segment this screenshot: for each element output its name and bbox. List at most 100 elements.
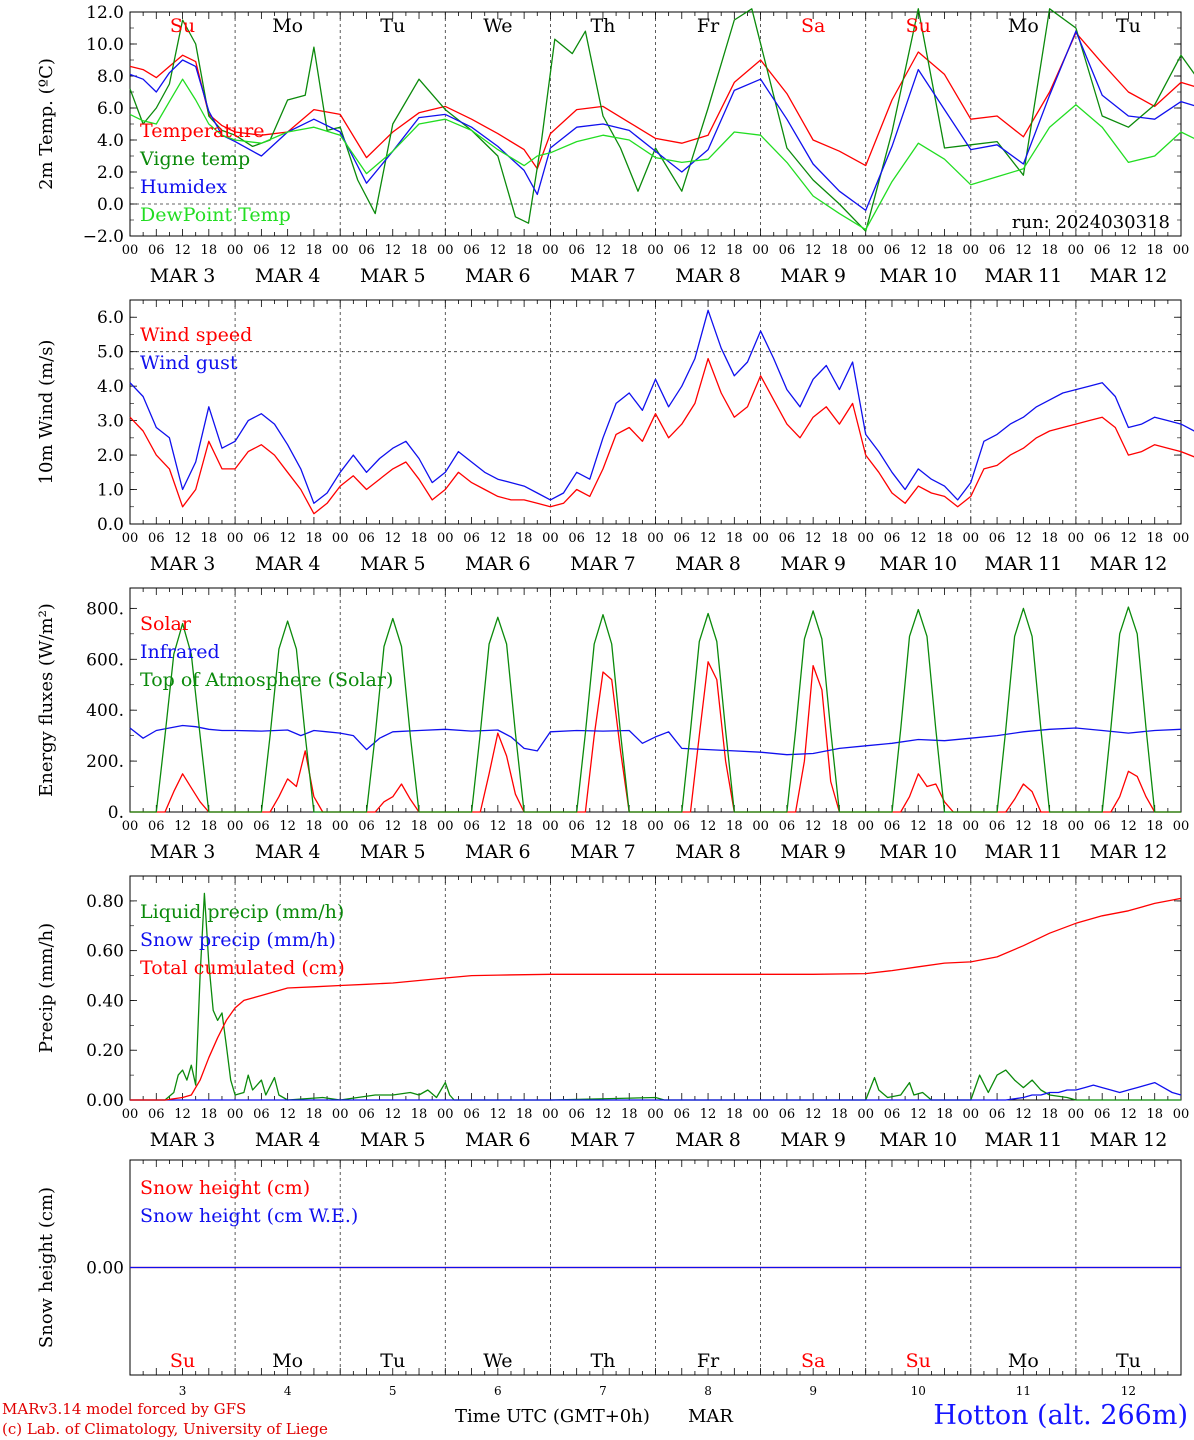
y-tick-label: 800. bbox=[86, 599, 124, 619]
y-tick-label: 200. bbox=[86, 752, 124, 772]
x-hour-label: 18 bbox=[201, 819, 218, 834]
x-hour-label: 06 bbox=[253, 819, 270, 834]
x-hour-label: 12 bbox=[174, 819, 191, 834]
weekday-label: Su bbox=[170, 15, 195, 37]
y-tick-label: 12.0 bbox=[86, 3, 124, 23]
x-hour-label: 12 bbox=[490, 819, 507, 834]
x-hour-label: 12 bbox=[595, 531, 612, 546]
y-tick-label: 0.0 bbox=[97, 515, 124, 535]
x-hour-label: 18 bbox=[936, 531, 953, 546]
x-hour-label: 06 bbox=[1094, 243, 1111, 258]
x-hour-label: 06 bbox=[148, 819, 165, 834]
x-hour-label: 00 bbox=[857, 1107, 874, 1122]
plot-frame bbox=[129, 11, 1182, 237]
x-hour-label: 00 bbox=[227, 1107, 244, 1122]
x-hour-label: 00 bbox=[542, 819, 559, 834]
weekday-label: Su bbox=[170, 1350, 195, 1372]
weekday-label: Tu bbox=[380, 15, 405, 37]
legend-entry: DewPoint Temp bbox=[140, 204, 291, 226]
x-hour-label: 00 bbox=[963, 1107, 980, 1122]
x-date-label: MAR 7 bbox=[570, 265, 636, 287]
x-hour-label: 12 bbox=[279, 243, 296, 258]
x-hour-label: 18 bbox=[621, 243, 638, 258]
x-hour-label: 06 bbox=[568, 243, 585, 258]
x-hour-label: 18 bbox=[516, 1107, 533, 1122]
x-date-label: 5 bbox=[389, 1384, 397, 1398]
series-line-vigne-temp bbox=[129, 8, 1194, 232]
x-hour-label: 06 bbox=[989, 819, 1006, 834]
series-line-wind-speed bbox=[129, 357, 1194, 515]
x-hour-label: 00 bbox=[122, 1107, 139, 1122]
x-hour-label: 18 bbox=[1146, 1107, 1163, 1122]
x-date-label: MAR 6 bbox=[465, 1129, 531, 1151]
x-hour-label: 18 bbox=[726, 1107, 743, 1122]
x-hour-label: 00 bbox=[752, 531, 769, 546]
x-hour-label: 00 bbox=[963, 243, 980, 258]
x-hour-label: 00 bbox=[332, 819, 349, 834]
y-tick-label: 0.00 bbox=[86, 1091, 124, 1111]
x-hour-label: 06 bbox=[884, 531, 901, 546]
x-date-label: MAR 10 bbox=[879, 265, 957, 287]
x-hour-label: 06 bbox=[779, 1107, 796, 1122]
y-tick-label: 0.00 bbox=[86, 1259, 124, 1279]
x-date-label: MAR 9 bbox=[780, 265, 846, 287]
x-hour-label: 06 bbox=[463, 819, 480, 834]
credit-line-2: (c) Lab. of Climatology, University of L… bbox=[2, 1420, 328, 1438]
y-tick-label: 0.20 bbox=[86, 1041, 124, 1061]
x-date-label: 4 bbox=[284, 1384, 292, 1398]
x-hour-label: 00 bbox=[542, 531, 559, 546]
x-hour-label: 12 bbox=[384, 1107, 401, 1122]
x-hour-label: 00 bbox=[1068, 531, 1085, 546]
credit-line-1: MARv3.14 model forced by GFS bbox=[2, 1400, 247, 1418]
x-date-label: MAR 5 bbox=[360, 553, 426, 575]
x-date-label: MAR 12 bbox=[1090, 553, 1168, 575]
x-date-label: MAR 9 bbox=[780, 841, 846, 863]
legend-entry: Vigne temp bbox=[139, 148, 250, 170]
x-hour-label: 06 bbox=[148, 1107, 165, 1122]
legend-entry: Liquid precip (mm/h) bbox=[140, 901, 344, 923]
x-hour-label: 18 bbox=[726, 819, 743, 834]
x-date-label: MAR 12 bbox=[1090, 265, 1168, 287]
x-date-label: MAR 5 bbox=[360, 1129, 426, 1151]
legend-entry: Top of Atmosphere (Solar) bbox=[140, 669, 393, 691]
x-hour-label: 12 bbox=[805, 1107, 822, 1122]
series-line-snow-precip-mm-h- bbox=[130, 1081, 1182, 1101]
x-date-label: MAR 3 bbox=[150, 1129, 216, 1151]
x-date-label: MAR 10 bbox=[879, 553, 957, 575]
x-date-label: MAR 5 bbox=[360, 841, 426, 863]
x-hour-label: 18 bbox=[516, 819, 533, 834]
x-date-label: MAR 10 bbox=[879, 1129, 957, 1151]
x-hour-label: 00 bbox=[437, 1107, 454, 1122]
x-hour-label: 06 bbox=[674, 243, 691, 258]
x-date-label: 11 bbox=[1016, 1384, 1031, 1398]
x-hour-label: 12 bbox=[805, 531, 822, 546]
y-tick-label: 0.0 bbox=[97, 195, 124, 215]
x-hour-label: 12 bbox=[1120, 243, 1137, 258]
x-hour-label: 06 bbox=[148, 531, 165, 546]
x-hour-label: 12 bbox=[1015, 1107, 1032, 1122]
series-line-wind-gust bbox=[129, 309, 1194, 504]
x-hour-label: 06 bbox=[779, 531, 796, 546]
x-hour-label: 18 bbox=[411, 819, 428, 834]
x-hour-label: 06 bbox=[253, 243, 270, 258]
y-tick-label: 2.0 bbox=[97, 446, 124, 466]
y-axis-label: 10m Wind (m/s) bbox=[36, 340, 57, 485]
x-date-label: MAR 7 bbox=[570, 1129, 636, 1151]
y-tick-label: 6.0 bbox=[97, 308, 124, 328]
x-date-label: 9 bbox=[809, 1384, 817, 1398]
y-tick-label: 600. bbox=[86, 650, 124, 670]
y-axis-label: Energy fluxes (W/m²) bbox=[36, 603, 57, 797]
x-hour-label: 12 bbox=[595, 819, 612, 834]
x-hour-label: 06 bbox=[989, 243, 1006, 258]
x-hour-label: 06 bbox=[463, 531, 480, 546]
x-hour-label: 06 bbox=[358, 1107, 375, 1122]
x-date-label: 6 bbox=[494, 1384, 502, 1398]
x-hour-label: 12 bbox=[910, 1107, 927, 1122]
x-hour-label: 18 bbox=[1041, 243, 1058, 258]
x-date-label: 12 bbox=[1121, 1384, 1136, 1398]
x-hour-label: 18 bbox=[516, 531, 533, 546]
x-hour-label: 18 bbox=[936, 1107, 953, 1122]
series-line-dewpoint-temp bbox=[129, 78, 1194, 231]
x-hour-label: 12 bbox=[805, 243, 822, 258]
